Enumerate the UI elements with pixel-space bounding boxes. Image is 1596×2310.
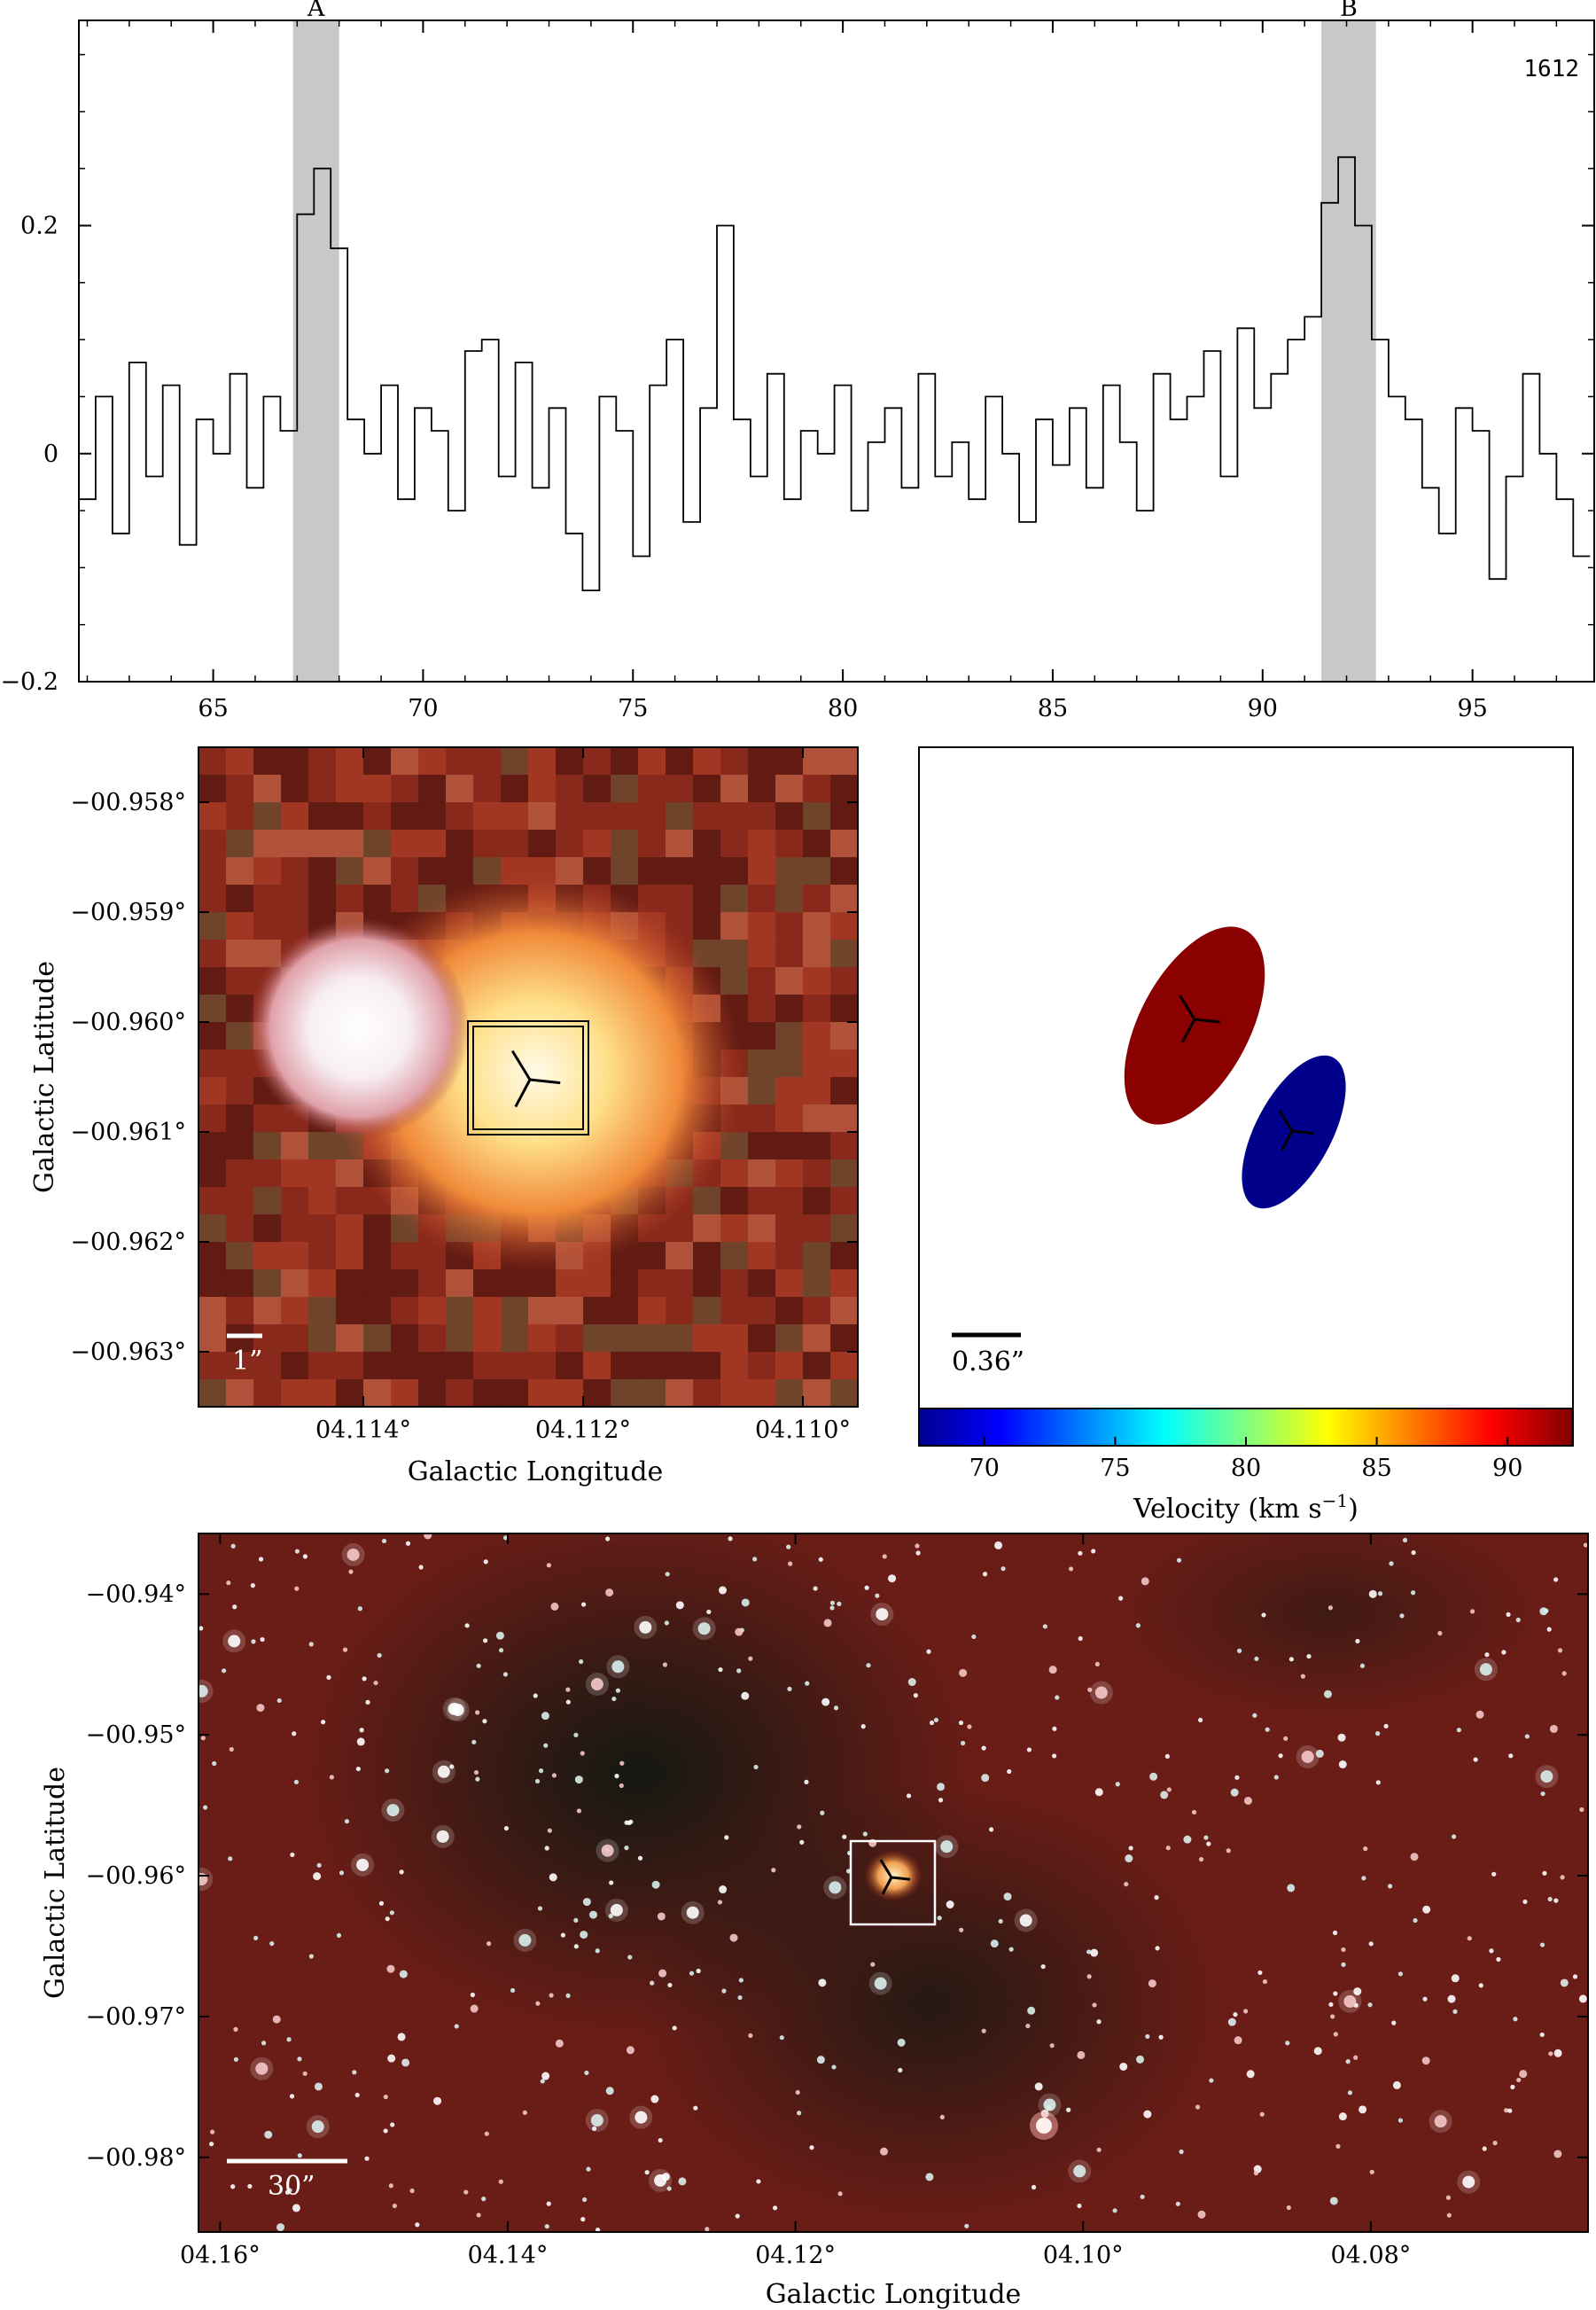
- colorbar-label: Velocity (km s−1): [1133, 1490, 1359, 1525]
- band-label-A: A: [307, 0, 325, 22]
- zoom-y-tick: −00.960°: [70, 1009, 186, 1036]
- zoom-x-tick: 04.114°: [315, 1416, 411, 1444]
- field-x-tick: 04.16°: [180, 2242, 261, 2269]
- field-y-tick: −00.96°: [86, 1862, 186, 1890]
- field-x-tick: 04.10°: [1043, 2242, 1124, 2269]
- spectrum-x-tick: 80: [828, 695, 858, 722]
- colorbar-tick: 85: [1361, 1455, 1391, 1482]
- zoom-x-tick: 04.110°: [755, 1416, 851, 1444]
- zoom-y-tick: −00.958°: [70, 789, 186, 816]
- zoom-image-panel: 1” 04.114° 04.112° 04.110° −00.958° −00.959…: [29, 746, 859, 1487]
- velocity-band-A: [292, 20, 339, 682]
- colorbar-tick: 75: [1100, 1455, 1130, 1482]
- maser-frame: [918, 746, 1574, 1409]
- colorbar-tick: 80: [1231, 1455, 1261, 1482]
- field-x-tick: 04.14°: [468, 2242, 549, 2269]
- zoom-y-axis-label: Galactic Latitude: [29, 961, 60, 1193]
- field-x-axis-label: Galactic Longitude: [766, 2279, 1022, 2310]
- white-source: [248, 917, 470, 1139]
- spectrum-frame: [78, 20, 1595, 683]
- spectrum-x-tick: 65: [198, 695, 228, 722]
- field-y-tick: −00.97°: [86, 2003, 186, 2031]
- spectrum-y-tick: 0: [43, 441, 58, 468]
- field-stars: [199, 1533, 1588, 2232]
- spectrum-x-tick: 75: [618, 695, 648, 722]
- field-yso-glow: [863, 1849, 923, 1902]
- spectrum-y-tick: 0.2: [20, 213, 58, 240]
- zoom-y-tick: −00.963°: [70, 1338, 186, 1366]
- spectrum-x-tick: 85: [1038, 695, 1068, 722]
- dark-cloud-2: [638, 1782, 1223, 2225]
- colorbar-tick: 70: [969, 1455, 1000, 1482]
- zoom-scale-label: 1”: [232, 1346, 262, 1377]
- maser-marker-icon: [510, 1050, 561, 1108]
- colorbar-tick: 90: [1492, 1455, 1522, 1482]
- field-scale-label: 30”: [268, 2171, 315, 2202]
- field-frame: [198, 1533, 1589, 2233]
- spectrum-y-tick: −0.2: [0, 668, 58, 696]
- zoom-x-axis-label: Galactic Longitude: [408, 1456, 664, 1487]
- spectrum-x-tick: 90: [1248, 695, 1278, 722]
- band-label-B: B: [1340, 0, 1358, 22]
- maser-scale-label: 0.36”: [952, 1346, 1024, 1377]
- field-y-axis-label: Galactic Latitude: [40, 1767, 71, 1999]
- spectrum-panel: A B 65 70 75 80 85 90 95 −0.2 0 0.2 1612: [0, 0, 1595, 722]
- field-x-tick: 04.08°: [1331, 2242, 1412, 2269]
- field-y-tick: −00.95°: [86, 1721, 186, 1749]
- field-y-tick: −00.98°: [86, 2144, 186, 2172]
- field-image-panel: 30” 04.16° 04.14° 04.12° 04.10° 04.08° −00.9…: [40, 1533, 1589, 2310]
- maser-spot-red: [1124, 926, 1265, 1125]
- maser-box-outer: [467, 1020, 589, 1135]
- field-x-tick: 04.12°: [755, 2242, 836, 2269]
- maser-spot-panel: 0.36” 70 75 80 85 90 Velocity (km s−1): [918, 746, 1574, 1525]
- field-zoom-box: [849, 1839, 937, 1926]
- zoom-frame: [198, 746, 859, 1408]
- zoom-y-tick: −00.962°: [70, 1229, 186, 1256]
- zoom-x-tick: 04.112°: [535, 1416, 631, 1444]
- zoom-y-tick: −00.961°: [70, 1119, 186, 1146]
- maser-box-inner: [472, 1026, 584, 1130]
- spectrum-x-tick: 95: [1457, 695, 1487, 722]
- field-y-tick: −00.94°: [86, 1580, 186, 1608]
- field-maser-marker-icon: [879, 1859, 911, 1895]
- velocity-band-B: [1321, 20, 1376, 682]
- spectrum-x-tick: 70: [408, 695, 438, 722]
- transition-label: 1612: [1523, 56, 1579, 82]
- spectrum-line: [79, 156, 1591, 591]
- zoom-y-tick: −00.959°: [70, 899, 186, 926]
- dark-cloud-3: [1117, 1533, 1542, 1720]
